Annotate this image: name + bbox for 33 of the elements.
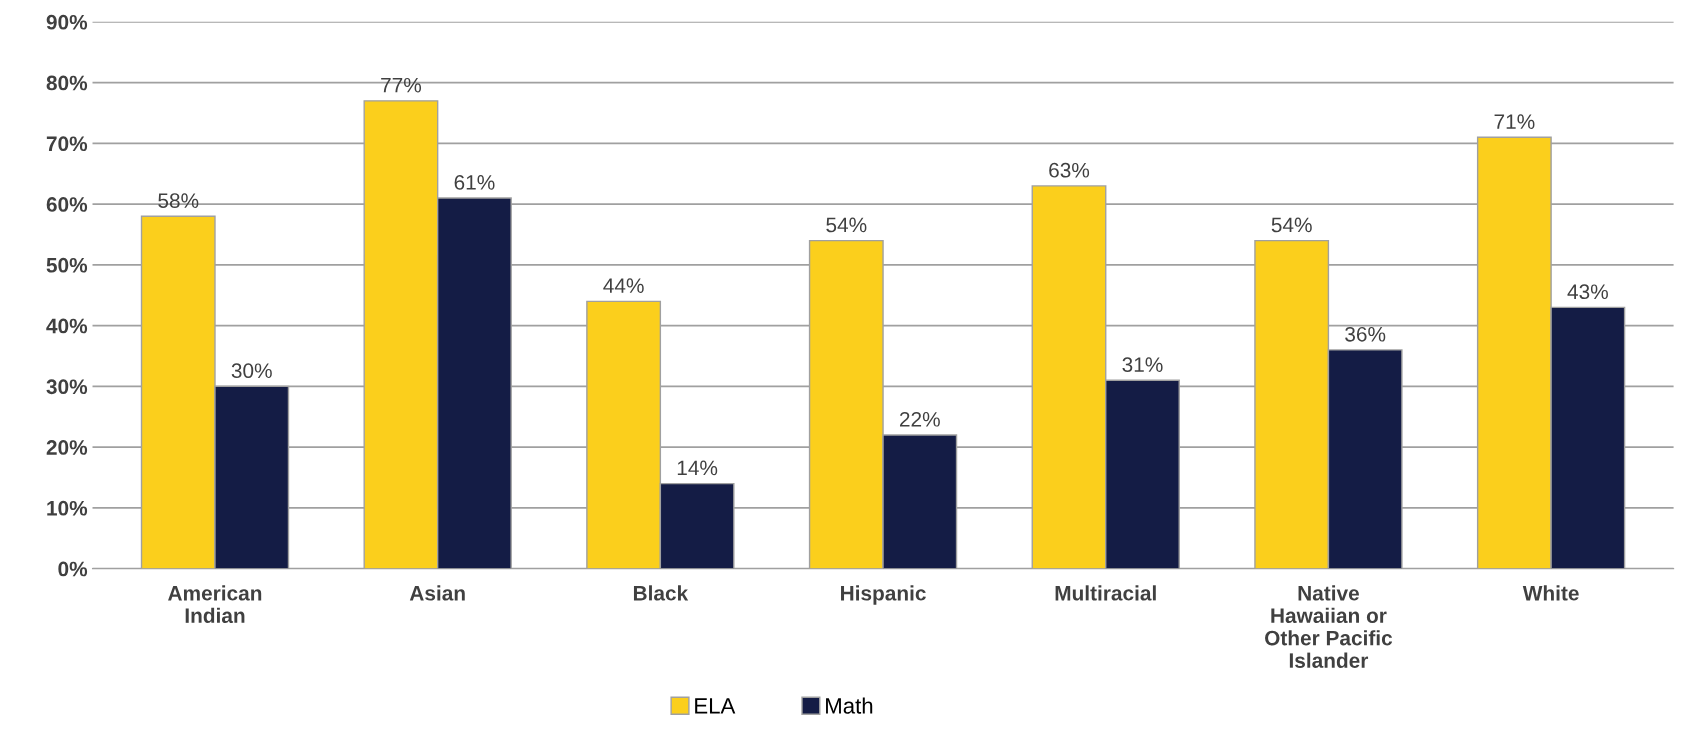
legend-label: ELA [695, 698, 736, 714]
data-label: 71% [1494, 114, 1535, 129]
data-label: 58% [158, 193, 199, 208]
x-tick-label: Asian [409, 585, 465, 601]
data-label: 30% [231, 363, 272, 379]
x-tick-label: White [1522, 585, 1579, 601]
y-tick-label: 10% [47, 500, 88, 516]
data-label: 63% [1049, 162, 1090, 178]
data-label: 54% [826, 217, 867, 233]
data-label: 22% [899, 411, 940, 427]
y-tick-label: 60% [46, 197, 88, 212]
y-tick-label: 90% [46, 14, 88, 30]
data-label: 77% [381, 77, 422, 93]
x-tick-label: Black [633, 585, 689, 601]
y-tick-label: 0% [58, 561, 88, 577]
x-tick-label: Native Hawaiian or Other Pacific Islander [1265, 585, 1393, 668]
y-tick-label: 40% [46, 318, 88, 334]
y-tick-label: 80% [46, 75, 88, 91]
x-tick-label: American Indian [168, 585, 262, 624]
x-tick-label: Hispanic [841, 585, 926, 605]
data-label: 31% [1122, 357, 1163, 373]
x-tick-label: Multiracial [1055, 585, 1156, 601]
y-tick-label: 20% [46, 440, 88, 455]
data-label: 43% [1567, 284, 1608, 300]
data-label: 61% [454, 175, 495, 190]
data-label: 36% [1345, 326, 1386, 342]
data-label: 44% [603, 278, 644, 293]
data-label: 54% [1271, 217, 1312, 233]
y-tick-label: 50% [46, 257, 88, 273]
y-tick-label: 70% [46, 136, 88, 152]
legend-label: Math [826, 697, 873, 714]
data-label: 14% [677, 460, 718, 476]
y-tick-label: 30% [46, 379, 88, 395]
